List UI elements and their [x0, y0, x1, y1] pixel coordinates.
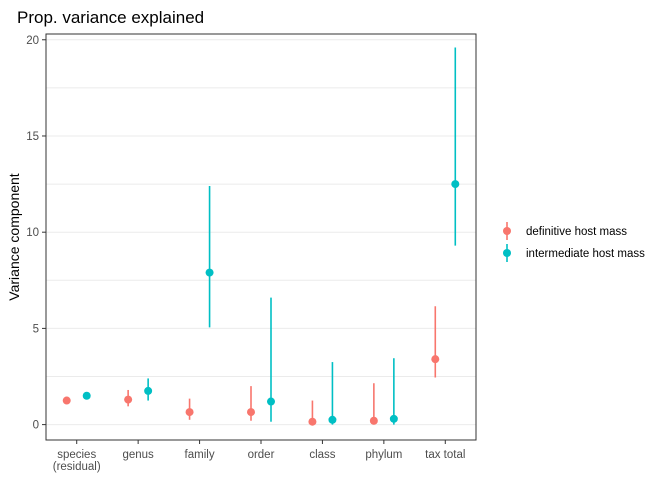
x-tick-label-line: (residual) [53, 461, 101, 473]
legend-key-point [503, 249, 511, 257]
x-tick-label: genus [122, 449, 154, 461]
x-tick-label: order [248, 449, 275, 461]
data-point [431, 355, 440, 364]
x-tick-label-line: tax total [425, 449, 465, 461]
x-tick-label: species (residual) [53, 449, 101, 473]
legend-label: intermediate host mass [526, 248, 645, 260]
legend: definitive host mass intermediate host ma… [503, 222, 645, 262]
data-point [247, 408, 255, 417]
y-tick-label: 20 [26, 35, 39, 47]
y-tick-label: 0 [33, 420, 39, 432]
data-point [451, 180, 460, 189]
x-tick-label-line: species [57, 449, 96, 461]
x-tick-label: class [309, 449, 335, 461]
y-tick-label: 5 [33, 323, 39, 335]
gridlines [46, 39, 476, 426]
x-axis: species (residual) genus family order class ph… [53, 440, 465, 473]
data-point [389, 414, 398, 423]
data-marks [62, 47, 460, 426]
y-tick-label: 15 [26, 131, 39, 143]
data-point [328, 415, 337, 424]
data-point [369, 416, 378, 425]
plot-panel [45, 33, 477, 441]
x-tick-label-line: order [248, 449, 275, 461]
data-point [308, 417, 317, 426]
x-tick-label-line: family [185, 449, 215, 461]
legend-label: definitive host mass [526, 226, 627, 238]
x-tick-label: tax total [425, 449, 465, 461]
data-point [144, 386, 153, 395]
data-point [205, 268, 214, 277]
data-point [185, 408, 194, 417]
series-definitive [62, 306, 440, 426]
panel-border [45, 33, 477, 441]
y-tick-label: 10 [26, 227, 39, 239]
y-axis: 0 5 10 15 20 [26, 35, 46, 432]
legend-key-point [503, 227, 511, 235]
data-point [267, 397, 275, 406]
data-point [124, 395, 133, 404]
y-axis-title: Variance component [6, 173, 22, 300]
x-tick-label-line: genus [122, 449, 154, 461]
data-point [82, 391, 91, 400]
x-tick-label: phylum [365, 449, 402, 461]
series-intermediate [82, 47, 460, 425]
x-tick-label-line: phylum [365, 449, 402, 461]
chart-title: Prop. variance explained [17, 8, 204, 27]
x-tick-label: family [185, 449, 215, 461]
data-point [62, 396, 71, 405]
x-tick-label-line: class [309, 449, 335, 461]
